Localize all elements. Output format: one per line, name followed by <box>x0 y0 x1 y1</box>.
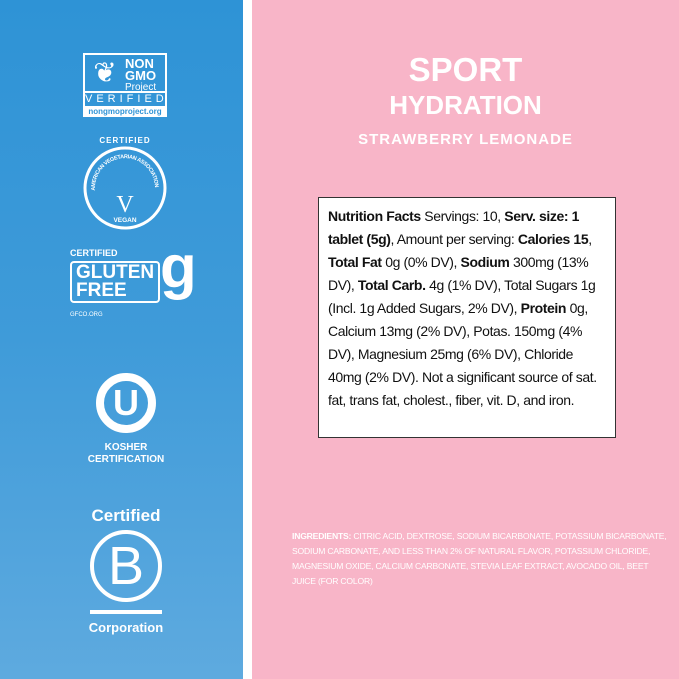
product-subtitle: HYDRATION <box>389 90 542 120</box>
ou-icon: U <box>96 373 156 433</box>
logo-text: Certified <box>91 506 161 525</box>
logo-text: VERIFIED <box>85 91 168 105</box>
logo-text: FREE <box>76 280 127 301</box>
nutrient-name: Protein <box>520 300 567 316</box>
non-gmo-verified-logo: ❦ NON GMO Project VERIFIED nongmoproject.o… <box>83 53 167 117</box>
logo-text: NON <box>125 56 154 71</box>
product-title: SPORT <box>408 51 523 88</box>
gluten-free-logo: CERTIFIED GLUTEN FREE GFCO.ORG g <box>70 237 197 318</box>
nutrient-value: 0g, Calcium 13mg (2% DV), Potas. 150mg (… <box>328 300 597 408</box>
nutrient-name: Nutrition Facts <box>328 208 421 224</box>
kosher-logo: U KOSHER CERTIFICATION <box>78 373 174 466</box>
v-icon: V <box>116 192 134 218</box>
nutrient-value: 300mg (13% DV), <box>328 254 589 293</box>
nutrient-value: 0g (0% DV), <box>381 254 461 270</box>
nutrient-name: Serv. size: 1 tablet (5g) <box>328 208 579 247</box>
g-icon: g <box>160 233 197 300</box>
logo-text: KOSHER <box>104 442 148 453</box>
flavor-name: STRAWBERRY LEMONADE <box>358 131 573 148</box>
vegan-seal: AMERICAN VEGETARIAN ASSOCIATION V VEGAN <box>83 146 167 230</box>
logo-text: CERTIFIED <box>70 248 118 258</box>
ingredients-label: INGREDIENTS: <box>292 531 352 541</box>
logo-text: nongmoproject.org <box>85 106 165 117</box>
nutrient-value: Servings: 10, <box>420 208 505 224</box>
logo-text: GMO <box>125 68 157 83</box>
nutrient-name: Sodium <box>460 254 510 270</box>
seal-ring <box>83 146 167 230</box>
nutrient-value: , Amount per serving: <box>390 231 518 247</box>
ingredients-text: INGREDIENTS: CITRIC ACID, DEXTROSE, SODI… <box>292 529 667 589</box>
b-corp-logo: Certified B Corporation <box>78 506 174 635</box>
b-icon: B <box>90 530 162 602</box>
certified-vegan-logo: CERTIFIED AMERICAN VEGETARIAN ASSOCIATIO… <box>83 136 167 230</box>
nutrition-facts-box: Nutrition Facts Servings: 10, Serv. size… <box>318 197 616 438</box>
butterfly-icon: ❦ <box>93 57 117 88</box>
logo-text: GLUTEN <box>76 262 155 283</box>
divider <box>90 610 162 614</box>
logo-text: Project <box>125 82 157 93</box>
logo-text: Corporation <box>88 620 164 635</box>
logo-text: CERTIFICATION <box>87 454 165 465</box>
nutrient-name: Total Fat <box>328 254 382 270</box>
nutrient-value: , <box>588 231 592 247</box>
ring-text-path: AMERICAN VEGETARIAN ASSOCIATION <box>91 154 159 191</box>
logo-text: VEGAN <box>113 217 136 224</box>
logo-text: GFCO.ORG <box>70 312 103 318</box>
nutrient-value: 4g (1% DV), Total Sugars 1g (Incl. 1g Ad… <box>328 277 596 316</box>
nutrient-name: Calories 15 <box>517 231 589 247</box>
ingredients-list: CITRIC ACID, DEXTROSE, SODIUM BICARBONAT… <box>292 531 667 586</box>
nutrient-name: Total Carb. <box>357 277 426 293</box>
logo-text: CERTIFIED <box>99 136 151 145</box>
ring-text: AMERICAN VEGETARIAN ASSOCIATION <box>91 154 159 191</box>
